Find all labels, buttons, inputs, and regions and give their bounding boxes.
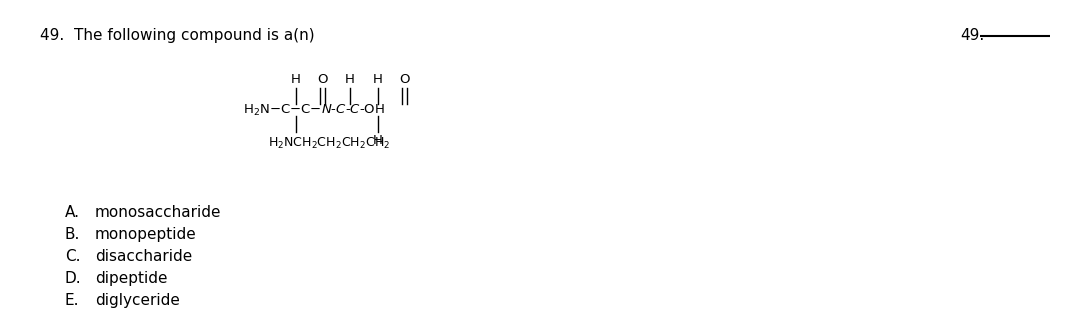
Text: diglyceride: diglyceride: [95, 293, 180, 308]
Text: H$_2$NCH$_2$CH$_2$CH$_2$CH$_2$: H$_2$NCH$_2$CH$_2$CH$_2$CH$_2$: [268, 136, 390, 151]
Text: H: H: [292, 73, 301, 86]
Text: disaccharide: disaccharide: [95, 249, 192, 264]
Text: H: H: [373, 73, 383, 86]
Text: 49.: 49.: [960, 28, 984, 43]
Text: H: H: [346, 73, 355, 86]
Text: dipeptide: dipeptide: [95, 271, 167, 286]
Text: A.: A.: [65, 205, 80, 220]
Text: C.: C.: [65, 249, 81, 264]
Text: H$_2$N$-$C$-$C$-N$-$C$-$C$-OH: H$_2$N$-$C$-$C$-N$-$C$-$C$-OH: [243, 103, 384, 118]
Text: E.: E.: [65, 293, 80, 308]
Text: H: H: [373, 134, 383, 147]
Text: monosaccharide: monosaccharide: [95, 205, 221, 220]
Text: 49.  The following compound is a(n): 49. The following compound is a(n): [40, 28, 314, 43]
Text: D.: D.: [65, 271, 82, 286]
Text: O: O: [399, 73, 409, 86]
Text: monopeptide: monopeptide: [95, 227, 197, 242]
Text: O: O: [316, 73, 327, 86]
Text: B.: B.: [65, 227, 80, 242]
